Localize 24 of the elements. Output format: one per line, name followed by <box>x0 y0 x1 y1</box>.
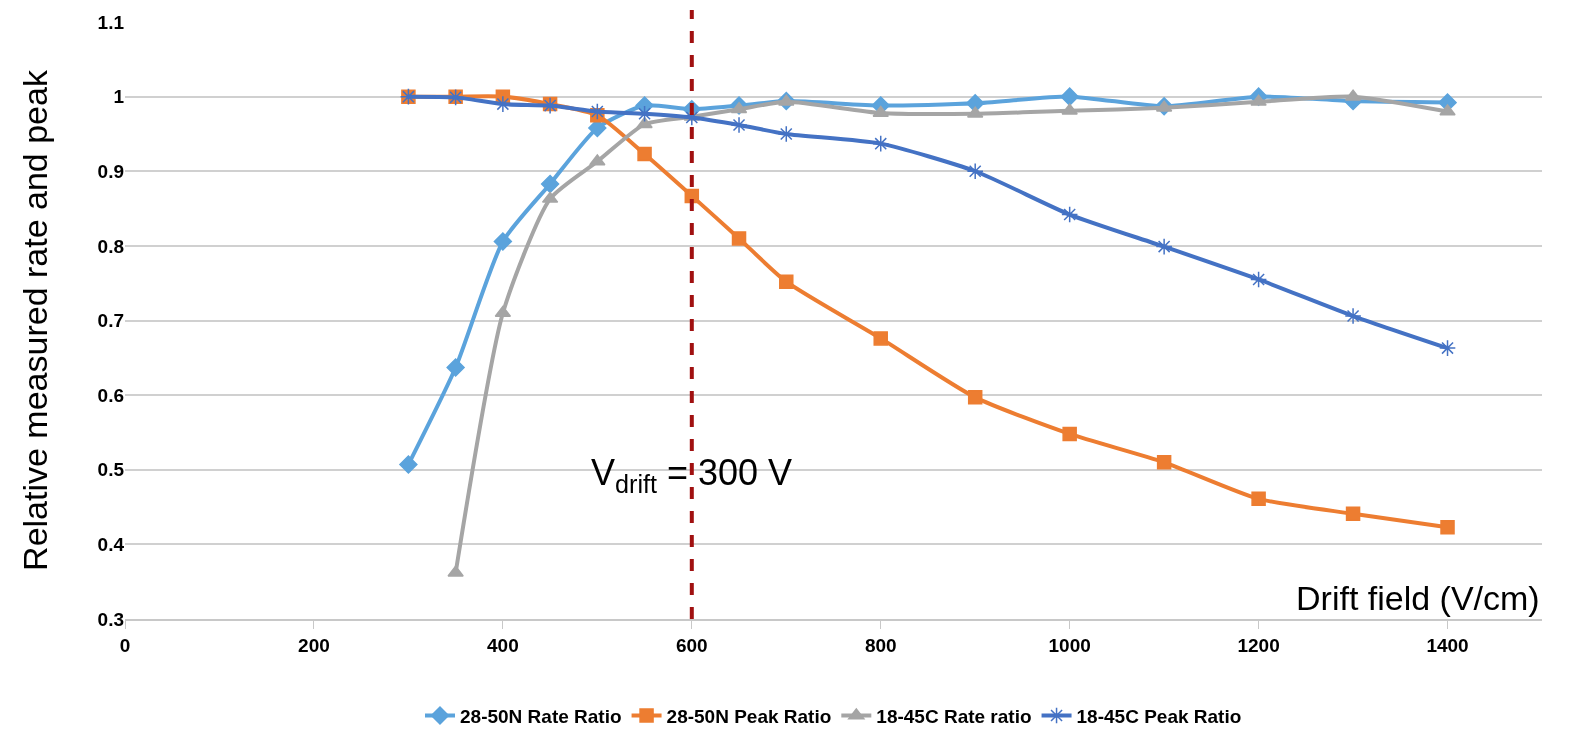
y-tick-label: 0.6 <box>97 384 124 406</box>
x-tick-label: 600 <box>675 634 708 656</box>
legend-label: 28-50N Peak Ratio <box>666 705 832 727</box>
legend-label: 28-50N Rate Ratio <box>460 705 622 727</box>
y-tick-label: 1.1 <box>97 11 125 33</box>
y-tick-label: 0.4 <box>97 534 125 556</box>
legend-label: 18-45C Peak Ratio <box>1076 705 1242 727</box>
x-axis-title: Drift field (V/cm) <box>1296 579 1540 617</box>
y-tick-label: 0.8 <box>97 235 124 257</box>
y-tick-label: 0.9 <box>97 160 124 182</box>
y-tick-label: 0.7 <box>97 310 124 332</box>
x-tick-label: 800 <box>864 634 897 656</box>
x-tick-label: 1200 <box>1237 634 1280 656</box>
annotation: V$_{drift}$ = 300 V <box>591 452 793 498</box>
x-tick-label: 1400 <box>1426 634 1469 656</box>
x-tick-label: 1000 <box>1048 634 1091 656</box>
x-tick-label: 0 <box>119 634 131 656</box>
y-tick-label: 0.3 <box>97 608 124 630</box>
y-axis-title: Relative measured rate and peak <box>16 69 54 571</box>
legend-label: 18-45C Rate ratio <box>876 705 1032 727</box>
x-tick-label: 200 <box>298 634 330 656</box>
x-tick-label: 400 <box>487 634 519 656</box>
y-tick-label: 1 <box>113 86 125 108</box>
y-tick-label: 0.5 <box>97 459 125 481</box>
